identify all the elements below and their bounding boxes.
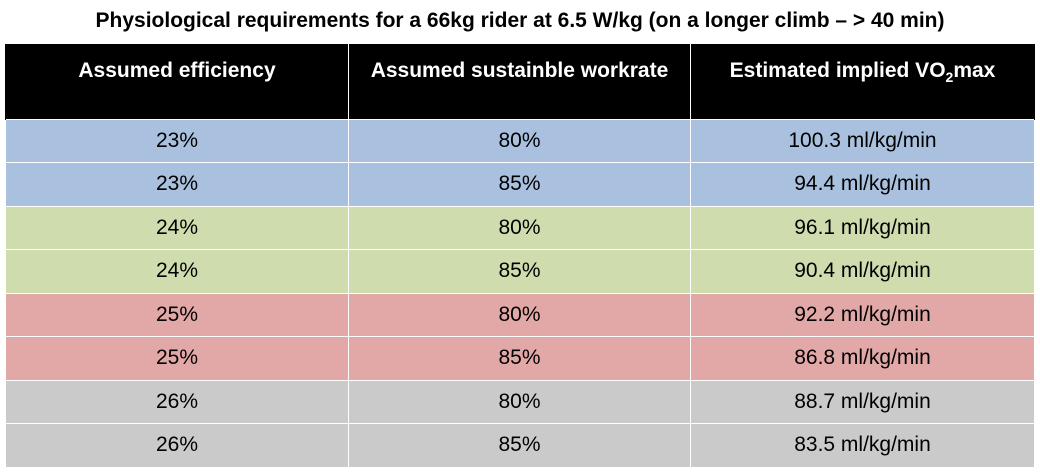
efficiency-cell: 26% [5,379,349,424]
table-row: 25% 85% 86.8 ml/kg/min [5,336,1035,381]
table-row: 25% 80% 92.2 ml/kg/min [5,292,1035,337]
workrate-cell: 80% [348,205,691,250]
workrate-cell: 80% [348,292,691,337]
vo2max-cell: 100.3 ml/kg/min [690,118,1035,163]
workrate-cell: 85% [348,249,691,294]
header-efficiency: Assumed efficiency [5,44,349,119]
vo2max-cell: 92.2 ml/kg/min [690,292,1035,337]
efficiency-cell: 25% [5,292,349,337]
workrate-cell: 80% [348,118,691,163]
vo2max-cell: 86.8 ml/kg/min [690,336,1035,381]
table-row: 26% 80% 88.7 ml/kg/min [5,379,1035,424]
header-vo2max-subscript: 2 [945,69,954,85]
header-vo2max: Estimated implied VO2max [690,44,1035,119]
workrate-cell: 85% [348,423,691,468]
vo2max-cell: 88.7 ml/kg/min [690,379,1035,424]
vo2max-table: Assumed efficiency Assumed sustainble wo… [5,44,1035,468]
vo2max-cell: 90.4 ml/kg/min [690,249,1035,294]
efficiency-cell: 23% [5,162,349,207]
workrate-cell: 80% [348,379,691,424]
vo2max-cell: 83.5 ml/kg/min [690,423,1035,468]
efficiency-cell: 24% [5,205,349,250]
workrate-cell: 85% [348,162,691,207]
table-row: 26% 85% 83.5 ml/kg/min [5,423,1035,468]
efficiency-cell: 26% [5,423,349,468]
efficiency-cell: 25% [5,336,349,381]
table-title: Physiological requirements for a 66kg ri… [95,9,945,32]
workrate-cell: 85% [348,336,691,381]
vo2max-cell: 96.1 ml/kg/min [690,205,1035,250]
table-row: 24% 80% 96.1 ml/kg/min [5,205,1035,250]
table-row: 23% 80% 100.3 ml/kg/min [5,118,1035,163]
header-workrate: Assumed sustainble workrate [348,44,691,119]
efficiency-cell: 24% [5,249,349,294]
header-vo2max-prefix: Estimated implied VO [729,59,946,82]
header-row: Assumed efficiency Assumed sustainble wo… [5,44,1035,119]
header-vo2max-suffix: max [953,59,996,82]
vo2max-cell: 94.4 ml/kg/min [690,162,1035,207]
table-row: 23% 85% 94.4 ml/kg/min [5,162,1035,207]
table-row: 24% 85% 90.4 ml/kg/min [5,249,1035,294]
efficiency-cell: 23% [5,118,349,163]
